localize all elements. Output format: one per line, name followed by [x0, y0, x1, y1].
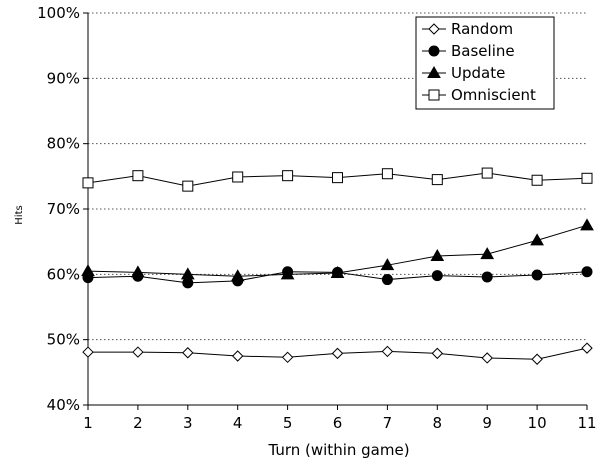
x-tick-label: 5	[283, 414, 293, 432]
legend-label-update: Update	[451, 64, 505, 82]
x-tick-label: 11	[577, 414, 596, 432]
legend-label-baseline: Baseline	[451, 42, 515, 60]
omniscient-point	[83, 178, 93, 188]
series-update	[82, 219, 593, 280]
update-point	[182, 268, 194, 279]
update-point	[581, 219, 593, 230]
omniscient-point	[183, 181, 193, 191]
series-random	[83, 343, 592, 364]
y-tick-label: 60%	[47, 265, 80, 283]
update-point	[82, 265, 94, 276]
series-lines	[82, 168, 593, 364]
y-tick-label: 100%	[37, 4, 80, 22]
x-tick-label: 8	[433, 414, 443, 432]
omniscient-point	[582, 173, 592, 183]
y-tick-label: 80%	[47, 135, 80, 153]
omniscient-point	[283, 171, 293, 181]
x-tick-label: 1	[83, 414, 93, 432]
omniscient-point	[133, 171, 143, 181]
omniscient-point	[482, 168, 492, 178]
y-tick-label: 70%	[47, 200, 80, 218]
random-point	[382, 346, 392, 356]
y-tick-label: 90%	[47, 69, 80, 87]
baseline-point	[382, 275, 392, 285]
legend-marker-baseline	[429, 46, 439, 56]
update-point	[232, 270, 244, 281]
omniscient-point	[532, 175, 542, 185]
x-tick-label: 10	[528, 414, 547, 432]
x-tick-label: 4	[233, 414, 243, 432]
x-tick-label: 3	[183, 414, 193, 432]
x-tick-label: 9	[482, 414, 492, 432]
legend-marker-omniscient	[429, 90, 439, 100]
random-point	[432, 348, 442, 358]
y-tick-label: 40%	[47, 396, 80, 414]
random-point	[133, 347, 143, 357]
omniscient-point	[233, 172, 243, 182]
x-tick-label: 2	[133, 414, 143, 432]
baseline-point	[582, 267, 592, 277]
random-point	[532, 354, 542, 364]
x-tick-label: 6	[333, 414, 343, 432]
omniscient-point	[333, 173, 343, 183]
y-tick-labels: 40% 50% 60% 70% 80% 90% 100%	[37, 4, 80, 414]
random-point	[482, 353, 492, 363]
y-axis-label: Hits	[14, 205, 25, 224]
baseline-point	[432, 271, 442, 281]
series-omniscient	[83, 168, 592, 191]
x-tick-labels: 1 2 3 4 5 6 7 8 9 10 11	[83, 405, 596, 432]
random-point	[183, 348, 193, 358]
legend-label-omniscient: Omniscient	[451, 86, 536, 104]
omniscient-point	[382, 169, 392, 179]
random-point	[233, 351, 243, 361]
omniscient-point	[432, 175, 442, 185]
legend-label-random: Random	[451, 20, 513, 38]
y-tick-label: 50%	[47, 331, 80, 349]
random-point	[283, 352, 293, 362]
update-point	[431, 250, 443, 261]
random-point	[333, 348, 343, 358]
x-tick-label: 7	[383, 414, 393, 432]
update-point	[132, 266, 144, 277]
baseline-point	[482, 272, 492, 282]
x-axis-label: Turn (within game)	[267, 441, 409, 459]
random-point	[582, 343, 592, 353]
random-point	[83, 347, 93, 357]
legend: Random Baseline Update Omniscient	[416, 17, 554, 109]
baseline-point	[532, 270, 542, 280]
